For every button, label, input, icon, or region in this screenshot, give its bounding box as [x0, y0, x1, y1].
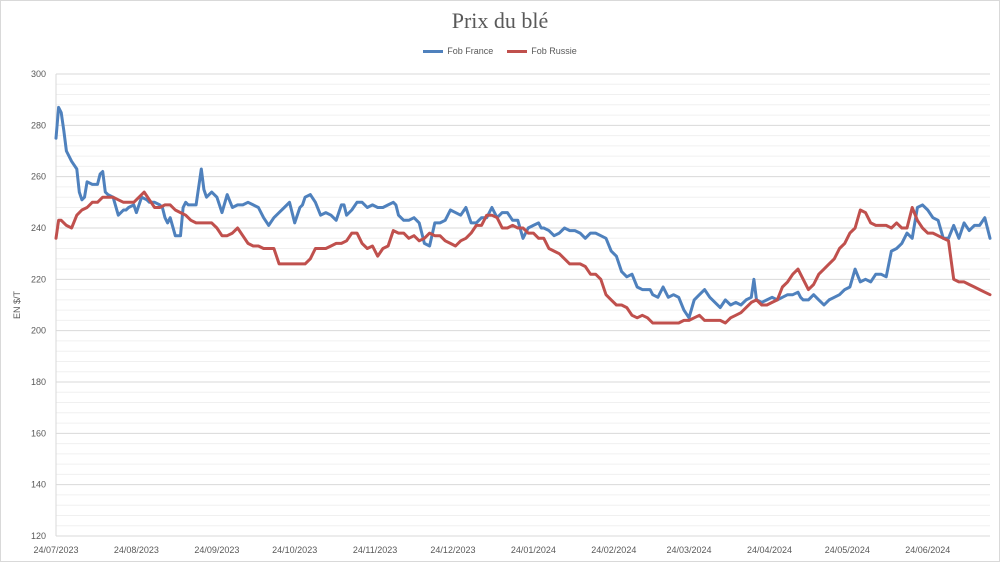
chart-title: Prix du blé — [451, 8, 549, 33]
x-tick-label: 24/02/2024 — [591, 545, 636, 555]
legend: Fob France Fob Russie — [0, 46, 1000, 56]
y-tick-label: 220 — [31, 274, 46, 284]
x-axis-ticks: 24/07/2023 24/08/2023 24/09/2023 24/10/2023… — [33, 545, 950, 555]
legend-swatch-russie — [507, 49, 528, 53]
x-tick-label: 24/05/2024 — [825, 545, 870, 555]
gridlines — [55, 73, 990, 537]
x-tick-label: 24/11/2023 — [353, 545, 397, 555]
y-tick-label: 260 — [31, 172, 46, 182]
legend-label-russie: Fob Russie — [531, 46, 577, 56]
legend-label-france: Fob France — [447, 46, 494, 56]
series-line-fob-russie — [54, 190, 992, 325]
x-tick-label: 24/09/2023 — [194, 545, 239, 555]
y-tick-label: 140 — [31, 480, 46, 490]
y-axis-ticks: 120 140 160 180 200 220 240 260 280 300 — [31, 69, 46, 541]
x-tick-label: 24/12/2023 — [430, 545, 475, 555]
y-tick-label: 120 — [31, 531, 46, 541]
series-lines — [54, 105, 992, 325]
x-tick-label: 24/04/2024 — [747, 545, 792, 555]
y-tick-label: 280 — [31, 120, 46, 130]
x-tick-label: 24/08/2023 — [114, 545, 159, 555]
y-tick-label: 160 — [31, 428, 46, 438]
legend-swatch-france — [423, 49, 444, 53]
x-tick-label: 24/10/2023 — [272, 545, 317, 555]
x-tick-label: 24/06/2024 — [905, 545, 950, 555]
y-tick-label: 240 — [31, 223, 46, 233]
y-tick-label: 200 — [31, 326, 46, 336]
y-axis-label: EN $/T — [12, 290, 22, 319]
legend-item-russie: Fob Russie — [507, 46, 577, 56]
x-tick-label: 24/07/2023 — [33, 545, 78, 555]
legend-item-france: Fob France — [423, 46, 493, 56]
x-tick-label: 24/01/2024 — [511, 545, 556, 555]
y-tick-label: 180 — [31, 377, 46, 387]
series-line-fob-france — [54, 105, 992, 320]
x-tick-label: 24/03/2024 — [667, 545, 712, 555]
y-tick-label: 300 — [31, 69, 46, 79]
